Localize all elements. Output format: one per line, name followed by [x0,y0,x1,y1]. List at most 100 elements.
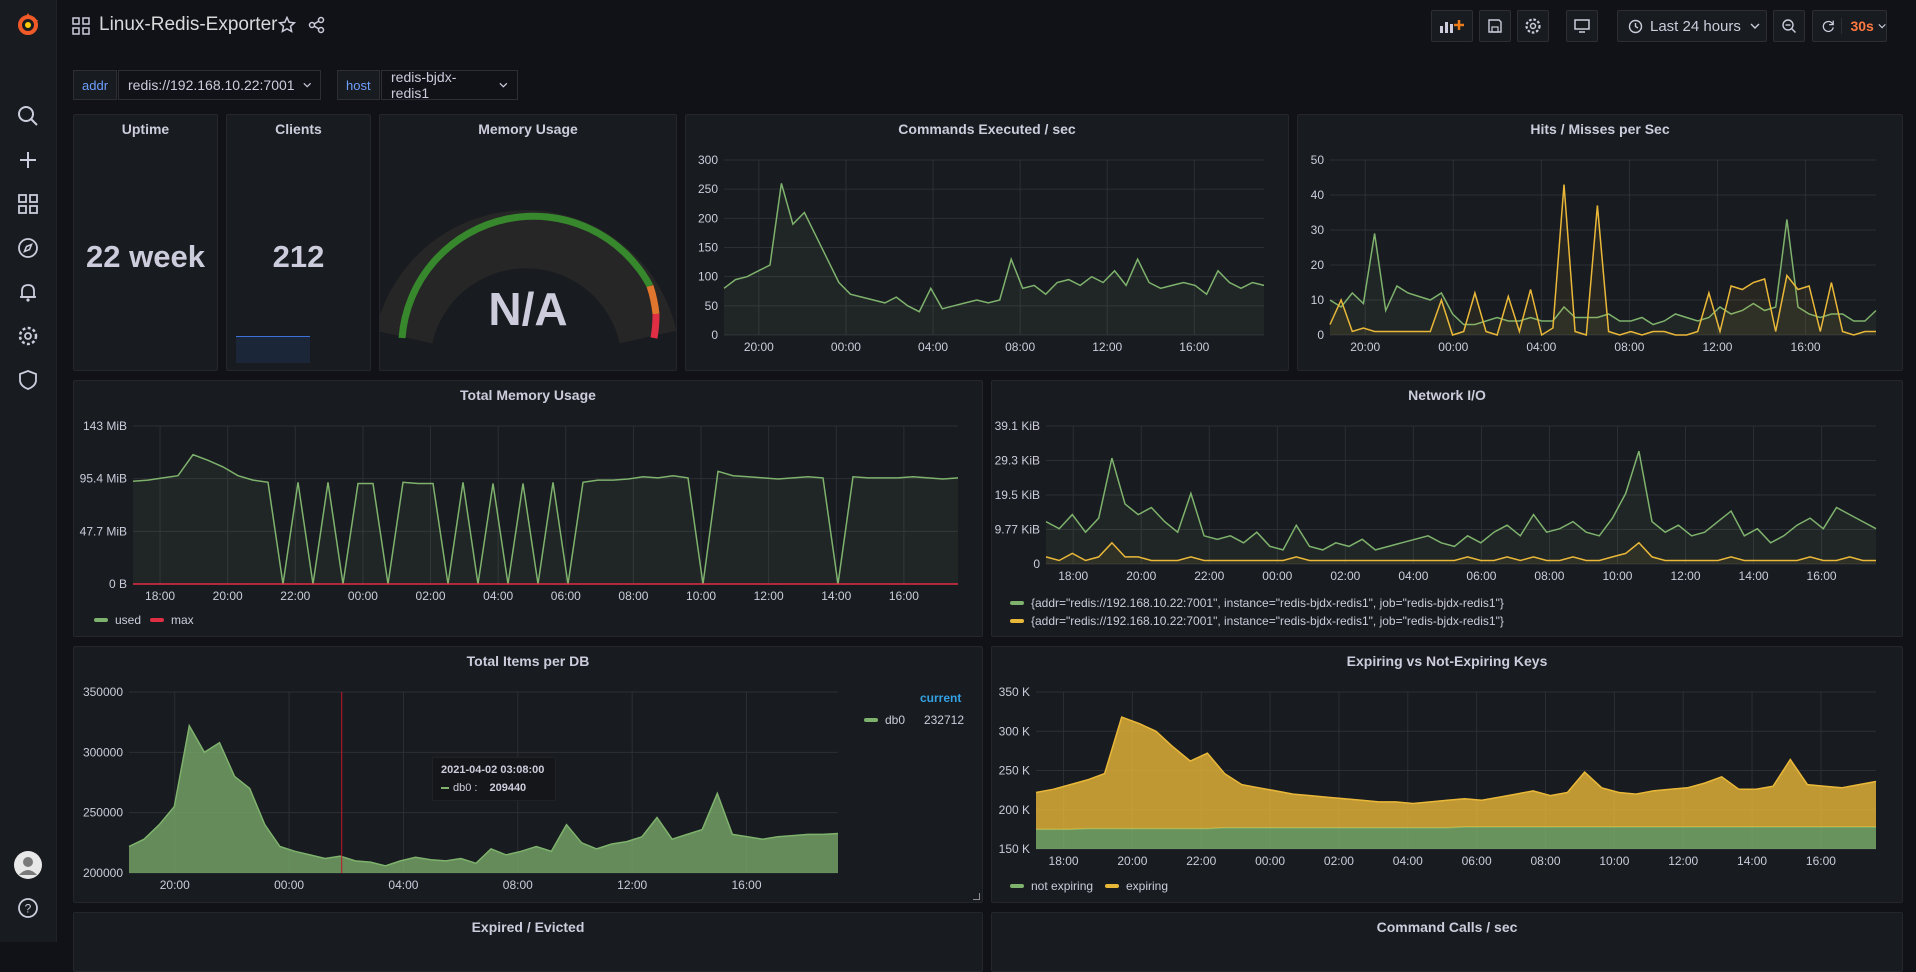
panel-network-io[interactable]: Network I/O 0 9.77 KiB 19.5 KiB 29.3 KiB 39.… [991,380,1903,637]
x-tick-label: 20:00 [1117,854,1147,868]
chart-tooltip: 2021-04-02 03:08:00 db0 : 209440 [432,757,556,801]
x-tick-label: 00:00 [274,878,304,892]
panel-total-items[interactable]: Total Items per DB 200000 250000 300000 350… [73,646,983,903]
panel-title: Network I/O [1408,387,1486,403]
zoom-out-icon [1782,19,1796,33]
y-tick-label: 250 [698,182,718,196]
panel-total-memory[interactable]: Total Memory Usage 0 B 47.7 MiB 95.4 MiB 14… [73,380,983,637]
x-tick-label: 16:00 [732,878,762,892]
x-tick-label: 12:00 [1668,854,1698,868]
legend-item-series-1[interactable]: {addr="redis://192.168.10.22:7001", inst… [1010,596,1504,610]
dashboards-grid-icon[interactable] [14,190,42,218]
x-tick-label: 10:00 [686,589,716,603]
alerting-bell-icon[interactable] [14,278,42,306]
legend-current-value: 232712 [923,713,964,727]
y-tick-label: 50 [705,299,719,313]
y-tick-label: 250000 [83,806,123,820]
time-range-label: Last 24 hours [1650,17,1741,35]
panel-resize-handle[interactable] [973,893,980,900]
chevron-down-icon [303,82,311,88]
x-tick-label: 00:00 [1262,569,1292,583]
legend-label: {addr="redis://192.168.10.22:7001", inst… [1031,596,1504,610]
sidebar: ? [0,0,57,942]
series-area [724,183,1264,335]
save-icon [1488,19,1502,33]
legend-item-db0[interactable]: db0 232712 [864,713,964,727]
y-tick-label: 10 [1311,293,1325,307]
x-tick-label: 00:00 [831,340,861,354]
help-icon[interactable]: ? [14,894,42,922]
star-icon[interactable] [277,15,297,39]
x-tick-label: 22:00 [280,589,310,603]
x-tick-label: 08:00 [618,589,648,603]
tooltip-label: db0 : [453,782,478,794]
refresh-picker-button[interactable]: 30s [1812,10,1887,42]
panel-title: Commands Executed / sec [898,121,1076,137]
panel-title: Memory Usage [478,121,578,137]
legend-item-series-2[interactable]: {addr="redis://192.168.10.22:7001", inst… [1010,614,1504,628]
y-tick-label: 200 K [999,803,1030,817]
panel-title: Expiring vs Not-Expiring Keys [1346,653,1548,669]
series-area [1046,542,1876,564]
panel-clients[interactable]: Clients 212 [226,114,371,371]
save-dashboard-button[interactable] [1479,10,1511,42]
series-area [1036,717,1876,830]
y-tick-label: 40 [1311,188,1325,202]
series-line [723,183,1265,313]
x-tick-label: 18:00 [1058,569,1088,583]
legend-item-not-expiring[interactable]: not expiring [1010,879,1093,893]
grafana-logo-icon[interactable] [14,10,42,38]
legend-swatch [150,618,164,622]
x-tick-label: 12:00 [1702,340,1732,354]
panel-command-calls[interactable]: Command Calls / sec [991,912,1903,972]
clients-sparkline [236,336,310,363]
panel-expired-evicted[interactable]: Expired / Evicted [73,912,983,972]
series-area [1046,451,1876,564]
panel-hits-misses[interactable]: Hits / Misses per Sec 0 10 20 30 40 50 20:00 00… [1297,114,1903,371]
add-panel-button[interactable] [1431,10,1473,42]
y-tick-label: 350 K [999,685,1030,699]
series-line [1329,184,1876,337]
configuration-gear-icon[interactable] [14,322,42,350]
legend-item-expiring[interactable]: expiring [1105,879,1168,893]
variable-select-addr[interactable]: redis://192.168.10.22:7001 [118,70,321,100]
dashboard-title[interactable]: Linux-Redis-Exporter [99,14,278,35]
variable-select-host[interactable]: redis-bjdx-redis1 [381,69,518,101]
cycle-view-mode-button[interactable] [1566,10,1598,42]
user-avatar-icon[interactable] [14,851,42,879]
time-picker-button[interactable]: Last 24 hours [1617,10,1767,42]
create-plus-icon[interactable] [14,146,42,174]
search-icon[interactable] [14,102,42,130]
legend-item-used[interactable]: used [94,613,141,627]
share-icon[interactable] [308,16,326,39]
legend-swatch [864,718,878,722]
y-tick-label: 300000 [83,745,123,759]
x-tick-label: 18:00 [1049,854,1079,868]
panel-uptime[interactable]: Uptime 22 week [73,114,218,371]
legend-item-max[interactable]: max [150,613,194,627]
dashboard-settings-button[interactable] [1517,10,1549,42]
x-tick-label: 16:00 [1791,340,1821,354]
panel-expiring-keys[interactable]: Expiring vs Not-Expiring Keys 150 K 200 K… [991,646,1903,903]
memory-gauge [380,210,676,345]
panel-title: Clients [275,121,322,137]
x-tick-label: 06:00 [1462,854,1492,868]
server-admin-shield-icon[interactable] [14,366,42,394]
tooltip-time: 2021-04-02 03:08:00 [441,764,545,776]
clock-icon [1628,19,1643,33]
legend-label: {addr="redis://192.168.10.22:7001", inst… [1031,614,1504,628]
panel-title: Expired / Evicted [471,919,585,935]
x-tick-label: 02:00 [1324,854,1354,868]
variable-label-host: host [337,70,380,100]
memory-usage-value: N/A [488,283,568,335]
x-tick-label: 08:00 [1534,569,1564,583]
y-tick-label: 300 [698,153,718,167]
panel-commands-executed[interactable]: Commands Executed / sec 0 50 100 150 200 250 3… [685,114,1289,371]
zoom-out-button[interactable] [1773,10,1805,42]
x-tick-label: 00:00 [1438,340,1468,354]
explore-compass-icon[interactable] [14,234,42,262]
y-tick-label: 300 K [999,724,1030,738]
svg-text:?: ? [25,902,32,916]
panel-memory-usage[interactable]: Memory Usage N/A [379,114,677,371]
legend-header-current: current [920,691,962,705]
